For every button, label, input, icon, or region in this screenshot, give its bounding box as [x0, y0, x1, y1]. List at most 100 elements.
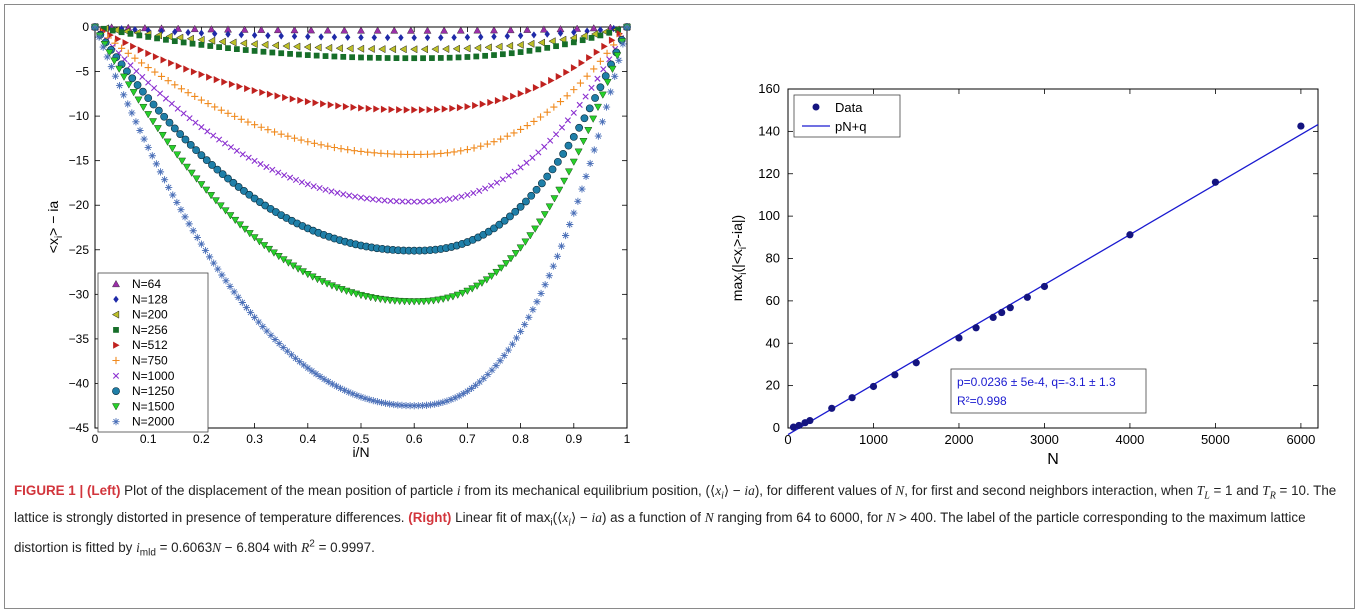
- data-point: [213, 76, 221, 84]
- data-point: [579, 138, 588, 146]
- data-point: [499, 176, 506, 183]
- data-point: [403, 106, 411, 114]
- data-point: [287, 351, 296, 359]
- data-point: [103, 53, 111, 61]
- data-point: [464, 33, 471, 41]
- x-tick-label: 6000: [1286, 432, 1315, 447]
- data-point: [517, 327, 525, 336]
- data-point: [473, 43, 482, 52]
- data-point: [145, 79, 152, 86]
- data-point: [611, 24, 617, 33]
- data-point: [597, 26, 604, 34]
- data-point: [176, 130, 185, 138]
- figure-label: FIGURE 1 |: [14, 483, 84, 498]
- data-point: [560, 177, 569, 186]
- data-point: [291, 354, 300, 362]
- x-tick-label: 1: [624, 432, 631, 446]
- data-point: [225, 45, 231, 52]
- data-point: [317, 141, 325, 149]
- data-point: [261, 40, 269, 49]
- data-point: [245, 230, 254, 238]
- data-point: [119, 73, 129, 81]
- data-point: [316, 372, 324, 381]
- figure-caption: FIGURE 1 | (Left) Plot of the displaceme…: [14, 480, 1344, 563]
- left-ticks: 0 0.1 0.2 0.3 0.4 0.5 0.6 0.7 0.8 0.9 1 0 −5 −10 −15 −2…: [69, 20, 631, 446]
- legend-marker: [112, 279, 120, 288]
- data-point: [346, 192, 353, 199]
- data-point: [244, 84, 251, 93]
- data-point: [344, 146, 352, 154]
- data-point: [328, 380, 336, 388]
- data-point: [361, 394, 369, 402]
- data-point: [251, 48, 258, 54]
- data-point: [607, 88, 615, 96]
- data-point: [156, 168, 165, 176]
- x-tick-label: 0.6: [406, 432, 423, 446]
- y-tick-label: 0: [82, 20, 89, 34]
- data-point: [231, 112, 239, 120]
- data-point: [593, 103, 603, 112]
- data-point: [236, 82, 243, 91]
- data-point: [197, 181, 206, 189]
- data-point: [493, 179, 501, 186]
- data-point: [789, 423, 798, 431]
- data-point: [506, 212, 514, 221]
- data-point: [211, 103, 219, 111]
- data-point: [449, 104, 456, 113]
- data-point: [217, 106, 225, 114]
- data-point: [190, 24, 199, 33]
- y-tick-label: −25: [69, 243, 90, 257]
- data-point: [255, 238, 264, 246]
- data-point: [619, 40, 627, 48]
- data-point: [506, 25, 515, 34]
- data-point: [516, 40, 524, 49]
- data-point: [557, 29, 564, 37]
- data-point: [523, 159, 530, 166]
- data-point: [198, 124, 205, 131]
- data-point: [494, 97, 502, 105]
- legend-label: N=1250: [132, 384, 175, 398]
- data-point: [473, 26, 482, 34]
- data-point: [273, 25, 282, 34]
- data-point: [310, 183, 317, 190]
- data-point: [539, 25, 548, 33]
- data-point: [151, 84, 158, 92]
- data-point: [623, 23, 631, 31]
- data-point: [424, 34, 431, 42]
- data-point: [229, 178, 238, 187]
- data-point: [238, 31, 244, 39]
- data-point: [584, 127, 593, 135]
- data-point: [250, 194, 259, 203]
- data-point: [487, 98, 494, 107]
- legend-marker: [112, 387, 120, 395]
- x-tick-label: 0.1: [140, 432, 157, 446]
- data-point: [168, 59, 175, 67]
- data-point: [216, 202, 225, 210]
- data-point: [109, 27, 116, 34]
- data-point: [848, 394, 856, 402]
- data-point: [277, 130, 285, 138]
- data-point: [206, 73, 213, 81]
- data-point: [375, 196, 382, 204]
- data-point: [532, 185, 541, 194]
- data-point: [516, 244, 525, 252]
- data-point: [197, 35, 205, 44]
- data-point: [517, 125, 525, 134]
- data-point: [410, 402, 418, 410]
- data-point: [424, 297, 433, 306]
- data-point: [136, 126, 144, 135]
- legend-marker: [113, 341, 120, 349]
- data-point: [570, 109, 577, 116]
- data-point: [593, 48, 601, 56]
- x-tick-label: 0.8: [512, 432, 529, 446]
- data-point: [517, 164, 524, 171]
- data-point: [100, 25, 107, 32]
- data-point: [369, 397, 377, 405]
- data-point: [310, 139, 319, 147]
- data-point: [582, 93, 589, 100]
- data-point: [563, 68, 570, 76]
- data-point: [313, 52, 320, 59]
- data-point: [357, 194, 365, 201]
- data-point: [403, 150, 412, 158]
- data-point: [470, 189, 477, 197]
